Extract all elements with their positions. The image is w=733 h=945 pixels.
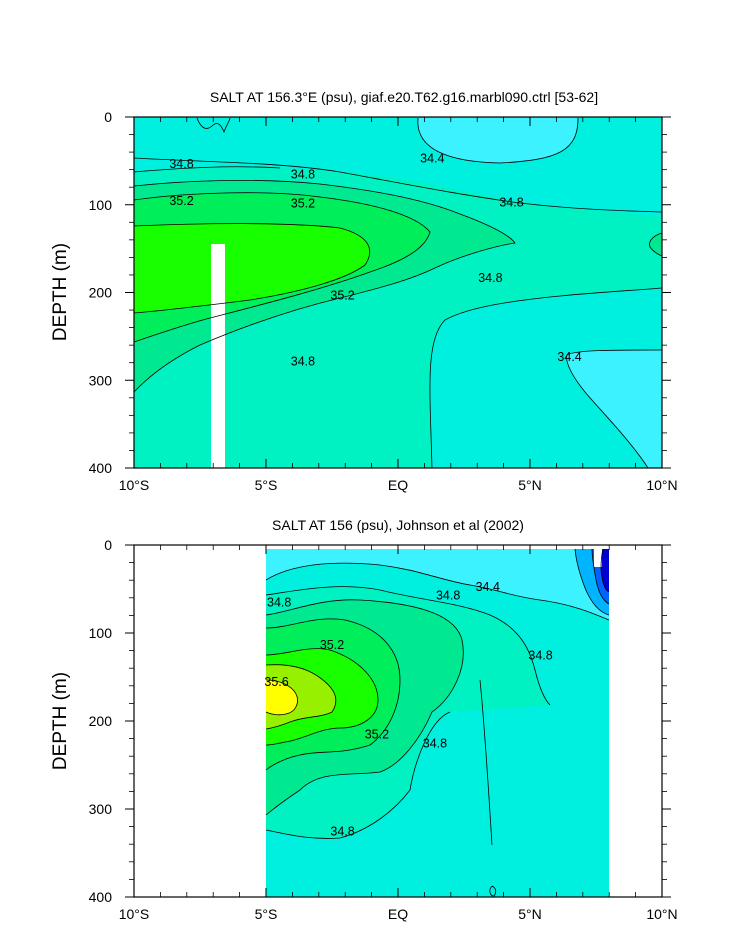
panel-obs: SALT AT 156 (psu), Johnson et al (2002): [50, 517, 678, 922]
band-34-4-upper: [417, 118, 578, 163]
contour-label: 34.8: [330, 824, 354, 838]
contour-label: 34.8: [528, 648, 552, 662]
panel-model-contour-labels: 34.8 34.8 34.4 34.8 35.2 35.2 35.2 34.8 34.8 34.4: [169, 152, 581, 369]
panel-model-ytick-label: 100: [89, 197, 113, 213]
panel-obs-xtick-label: 5°N: [518, 906, 542, 922]
panel-obs-contour-labels: 34.8 34.8 34.4 34.8 35.2 35.6 35.2 34.8 34.8: [264, 580, 552, 839]
contour-label: 34.4: [476, 580, 500, 594]
contour-label: 35.2: [291, 196, 315, 210]
panel-model-ytick-label: 200: [89, 285, 113, 301]
panel-obs-xtick-label: 10°N: [646, 906, 677, 922]
land-mask-bar: [211, 244, 225, 469]
panel-obs-ytick-label: 300: [89, 801, 113, 817]
panel-model: SALT AT 156.3°E (psu), giaf.e20.T62.g16.…: [50, 89, 678, 493]
contour-label: 34.8: [291, 167, 315, 181]
contour-label: 34.4: [557, 350, 581, 364]
panel-model-ylabel: DEPTH (m): [50, 243, 71, 341]
panel-obs-ylabel: DEPTH (m): [50, 672, 71, 770]
panel-model-plot-area: 34.8 34.8 34.4 34.8 35.2 35.2 35.2 34.8 34.8 34.4: [133, 117, 663, 469]
band-34-4-upper: [266, 549, 609, 620]
panel-obs-ytick-label: 0: [104, 537, 112, 553]
panel-model-xtick-label: 5°N: [518, 477, 542, 493]
contour-label: 35.2: [365, 728, 389, 742]
panel-obs-plot-area: 34.8 34.8 34.4 34.8 35.2 35.6 35.2 34.8 34.8: [264, 548, 610, 897]
panel-model-ticks: 10°S 5°S EQ 5°N 10°N 0 100 200 300 400: [89, 109, 678, 493]
contour-label: 35.2: [330, 289, 354, 303]
contour-label: 35.2: [169, 194, 193, 208]
panel-obs-ytick-label: 400: [89, 889, 113, 905]
land-mask-notch: [594, 549, 602, 567]
panel-model-xtick-label: EQ: [388, 477, 408, 493]
contour-label: 34.8: [436, 589, 460, 603]
contour-label: 35.6: [264, 675, 288, 689]
contour-label: 34.8: [291, 354, 315, 368]
band-35-8: [266, 680, 298, 715]
band-34-4-lower: [566, 350, 662, 468]
panel-model-title: SALT AT 156.3°E (psu), giaf.e20.T62.g16.…: [210, 89, 598, 105]
panel-model-xtick-label: 10°S: [119, 477, 150, 493]
panel-obs-xtick-label: 5°S: [255, 906, 278, 922]
contour-label: 34.8: [499, 196, 523, 210]
panel-model-xtick-label: 5°S: [255, 477, 278, 493]
band-35-4: [134, 223, 370, 313]
contour-label: 34.8: [169, 157, 193, 171]
panel-obs-xtick-label: 10°S: [119, 906, 150, 922]
band-35-0-right-edge: [649, 233, 662, 256]
panel-obs-xtick-label: EQ: [388, 906, 408, 922]
contour-label: 35.2: [320, 638, 344, 652]
contour-label: 34.8: [423, 736, 447, 750]
contour-label: 34.4: [420, 152, 444, 166]
panel-model-xtick-label: 10°N: [646, 477, 677, 493]
contour-label: 34.8: [478, 271, 502, 285]
panel-obs-title: SALT AT 156 (psu), Johnson et al (2002): [272, 517, 524, 533]
panel-obs-ytick-label: 100: [89, 625, 113, 641]
panel-model-ytick-label: 300: [89, 372, 113, 388]
panel-obs-contour-lines: [265, 548, 610, 897]
contour-label: 34.8: [267, 596, 291, 610]
panel-model-contour-lines: [133, 117, 663, 469]
panel-model-ytick-label: 0: [104, 109, 112, 125]
panel-model-ytick-label: 400: [89, 460, 113, 476]
panel-obs-ticks: 10°S 5°S EQ 5°N 10°N 0 100 200 300 400: [89, 537, 678, 922]
panel-obs-ytick-label: 200: [89, 713, 113, 729]
